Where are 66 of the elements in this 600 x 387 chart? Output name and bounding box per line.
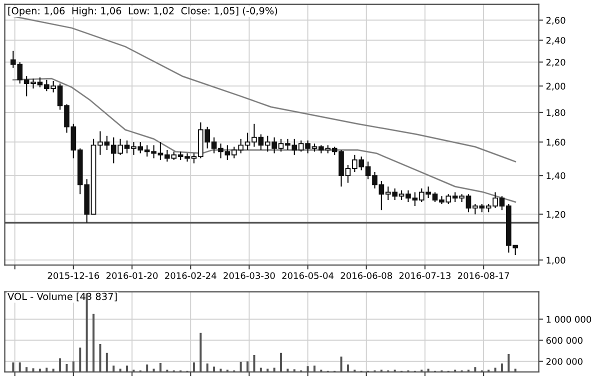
y-tick-label: 1,60 [546,138,566,147]
bar [79,348,82,372]
bar [500,363,503,372]
bar [220,368,222,372]
x-tick-label: 2015-12-16 [48,272,100,280]
bar [514,368,516,372]
bar [18,362,21,372]
line-series [12,78,516,203]
bar [240,362,242,372]
bar [192,362,195,372]
y-tick-label: 1,00 [546,256,566,265]
bar [213,366,216,372]
y-tick-label: 2,00 [546,82,566,90]
y-tick-label: 1,20 [546,210,566,219]
bar [246,361,249,372]
bar [12,362,14,372]
bar [306,366,309,372]
bar [146,364,148,372]
bar [253,355,256,372]
bar [126,366,128,372]
bar [273,368,276,372]
bar [474,367,476,372]
bar [494,368,496,372]
chart-title: [Open: 1,06 High: 1,06 Low: 1,02 Close: 1,05] (-0,9%) [8,6,278,16]
y-tick-label: 600 000 [546,337,582,344]
line-series [12,16,516,162]
bar [59,358,62,372]
bar [32,368,34,372]
bar [106,352,108,372]
bar [340,356,342,372]
bar [200,332,202,372]
bar [66,364,68,372]
x-tick-label: 2016-01-20 [106,272,158,280]
x-tick-label: 2016-03-30 [224,272,275,280]
bar [206,363,208,372]
bar [99,344,102,372]
y-tick-label: 200 000 [546,358,582,365]
bar [119,368,122,372]
y-tick-label: 2,40 [546,36,566,45]
bar [112,366,115,372]
bar [92,314,95,372]
bar [38,368,41,372]
bar [260,368,262,372]
y-tick-label: 1,80 [546,109,566,117]
bar [52,368,54,372]
bar [508,354,510,372]
y-tick-label: 1 000 000 [546,316,592,323]
x-tick-label: 2016-05-04 [282,272,334,280]
bar [280,352,282,372]
bar [286,368,289,372]
y-tick-label: 2,20 [546,58,566,67]
y-tick-label: 2,60 [546,16,566,25]
bar [46,368,48,372]
bar [152,368,155,372]
x-tick-label: 2016-06-08 [340,272,392,280]
bar [346,364,349,372]
bar [159,362,162,372]
x-tick-label: 2016-02-24 [165,272,216,280]
bar [26,367,28,372]
x-tick-label: 2016-07-13 [399,272,450,280]
x-tick-label: 2016-08-17 [458,272,510,280]
y-tick-label: 1,40 [546,172,566,180]
bar [266,368,269,372]
bar [313,366,316,372]
bar [72,361,74,372]
bar [427,368,430,372]
